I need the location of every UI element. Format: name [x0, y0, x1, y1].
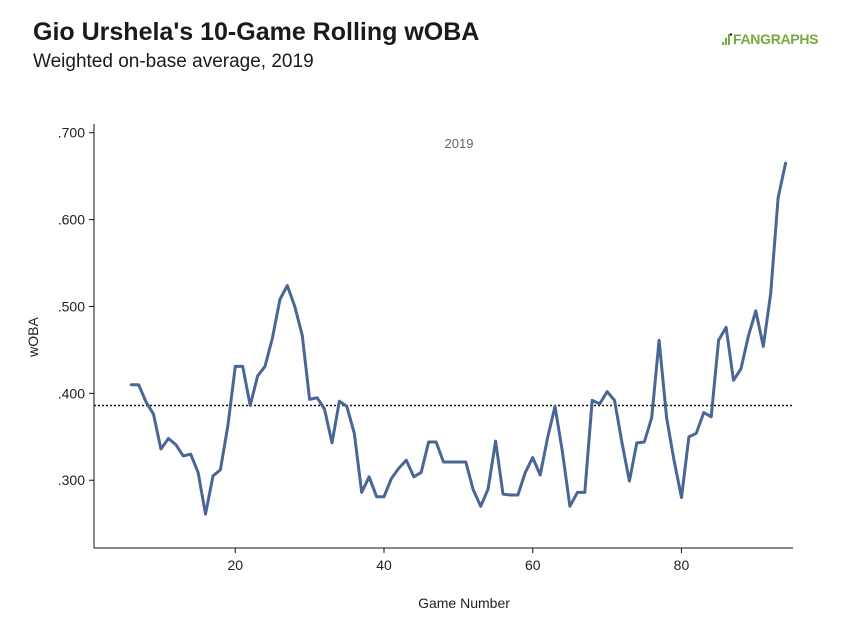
year-annotation: 2019 [445, 136, 474, 151]
y-axis-title: wOBA [25, 317, 41, 358]
woba-series-line [129, 161, 788, 516]
y-axis: .300 .400 .500 .600 .700 [58, 124, 95, 548]
y-tick-label: .300 [58, 472, 85, 488]
chart-subtitle: Weighted on-base average, 2019 [33, 51, 314, 72]
y-tick-label: .400 [58, 385, 85, 401]
fangraphs-logo: FANGRAPHS [722, 31, 819, 47]
x-axis-title: Game Number [418, 595, 510, 611]
series-group [129, 161, 788, 516]
y-tick-label: .600 [58, 212, 85, 228]
x-tick-label: 80 [674, 557, 690, 573]
x-tick-label: 40 [376, 557, 392, 573]
chart-title: Gio Urshela's 10-Game Rolling wOBA [33, 18, 480, 46]
y-tick-label: .500 [58, 298, 85, 314]
y-tick-label: .700 [58, 125, 85, 141]
x-ticks: 20 40 60 80 [227, 548, 689, 573]
fangraphs-logo-text: FANGRAPHS [733, 31, 819, 47]
fangraphs-logo-icon [722, 33, 732, 45]
x-axis: 20 40 60 80 [94, 547, 793, 573]
x-tick-label: 20 [227, 557, 243, 573]
x-tick-label: 60 [525, 557, 541, 573]
y-ticks: .300 .400 .500 .600 .700 [58, 125, 94, 488]
